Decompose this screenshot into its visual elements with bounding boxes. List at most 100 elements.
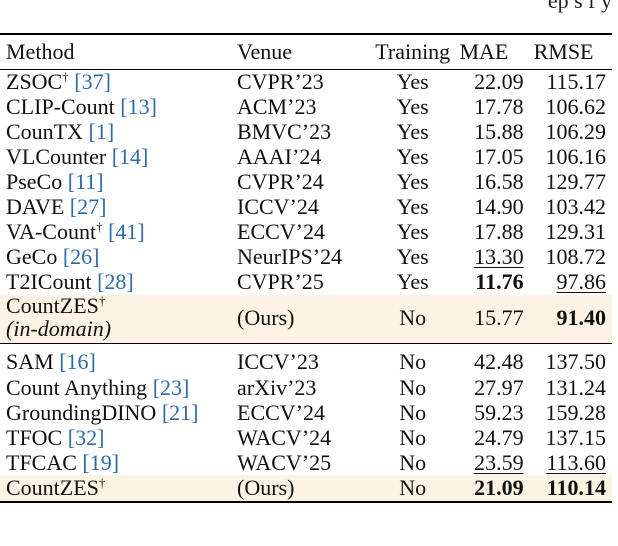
training-cell: No bbox=[399, 449, 427, 475]
rmse-cell: 106.16 bbox=[545, 144, 607, 169]
method-cell: VLCounter [14] bbox=[0, 145, 237, 170]
method-name: CLIP-Count bbox=[6, 94, 115, 119]
training-cell: No bbox=[399, 424, 427, 450]
rmse-cell: 91.40 bbox=[531, 294, 612, 343]
citation-link[interactable]: [37] bbox=[74, 69, 111, 95]
rmse-cell: 159.28 bbox=[545, 399, 607, 425]
method-name: VA-Count bbox=[6, 219, 97, 244]
mae-cell: 11.76 bbox=[459, 270, 531, 295]
rmse-cell: 113.60 bbox=[532, 450, 612, 475]
mae-cell: 59.23 bbox=[474, 399, 524, 425]
best-value: 11.76 bbox=[475, 269, 524, 294]
venue-cell: CVPR’24 bbox=[237, 169, 324, 194]
table-row: Count Anything [23] arXiv’23 No 27.97 13… bbox=[0, 375, 612, 400]
results-table: Method Venue Training MAE RMSE ZSOC† [37… bbox=[0, 33, 612, 503]
table-row: VLCounter [14] AAAI’24 Yes 17.05 106.16 bbox=[0, 145, 612, 170]
method-name: CountZES bbox=[6, 293, 99, 318]
method-name: Count Anything bbox=[6, 374, 148, 400]
method-cell: CountZES† (in-domain) bbox=[0, 293, 237, 343]
method-name: CounTX bbox=[6, 119, 83, 144]
method-cell: SAM [16] bbox=[0, 342, 237, 375]
dagger-mark: † bbox=[96, 219, 103, 234]
mae-cell: 17.88 bbox=[474, 219, 524, 244]
header-rmse: RMSE bbox=[531, 33, 612, 70]
venue-cell: NeurIPS’24 bbox=[237, 244, 343, 269]
method-cell: PseCo [11] bbox=[0, 170, 237, 195]
rmse-cell: 106.62 bbox=[545, 94, 607, 119]
header-method: Method bbox=[0, 33, 237, 70]
method-cell: GroundingDINO [21] bbox=[0, 400, 237, 425]
citation-link[interactable]: [27] bbox=[69, 194, 107, 219]
method-cell: Count Anything [23] bbox=[0, 375, 237, 400]
venue-cell: ACM’23 bbox=[237, 94, 317, 119]
training-cell: Yes bbox=[396, 144, 429, 169]
venue-cell: BMVC’23 bbox=[237, 119, 332, 144]
training-cell: No bbox=[365, 294, 460, 343]
citation-link[interactable]: [23] bbox=[152, 374, 190, 400]
table-row: TFCAC [19] WACV’25 No 23.59 113.60 bbox=[0, 450, 612, 475]
dagger-mark: † bbox=[98, 475, 106, 490]
best-value: 21.09 bbox=[474, 475, 524, 500]
citation-link[interactable]: [21] bbox=[161, 399, 199, 425]
dagger-mark: † bbox=[62, 69, 69, 85]
citation-link[interactable]: [11] bbox=[67, 169, 104, 194]
citation-link[interactable]: [13] bbox=[120, 94, 157, 119]
citation-link[interactable]: [14] bbox=[111, 144, 149, 169]
training-cell: Yes bbox=[396, 69, 429, 95]
table-row-ours-in-domain: CountZES† (in-domain) (Ours) No 15.77 91.… bbox=[0, 293, 612, 343]
citation-link[interactable]: [16] bbox=[59, 349, 96, 375]
training-cell: No bbox=[365, 475, 460, 503]
citation-link[interactable]: [32] bbox=[67, 424, 105, 450]
header-mae: MAE bbox=[459, 33, 532, 70]
best-value: 91.40 bbox=[556, 304, 607, 330]
venue-cell: ECCV’24 bbox=[237, 399, 325, 425]
best-value: 110.14 bbox=[546, 475, 606, 500]
venue-cell: ICCV’24 bbox=[237, 194, 319, 219]
venue-cell: CVPR’23 bbox=[237, 69, 324, 95]
method-cell: VA-Count† [41] bbox=[0, 220, 237, 245]
table-row: PseCo [11] CVPR’24 Yes 16.58 129.77 bbox=[0, 170, 612, 195]
method-cell: DAVE [27] bbox=[0, 195, 237, 220]
mae-cell: 17.78 bbox=[474, 94, 524, 119]
rmse-cell: 129.77 bbox=[545, 169, 607, 194]
method-subtitle: (in-domain) bbox=[6, 316, 112, 341]
second-best-value: 23.59 bbox=[474, 449, 524, 475]
citation-link[interactable]: [1] bbox=[88, 119, 115, 144]
table-row: TFOC [32] WACV’24 No 24.79 137.15 bbox=[0, 425, 612, 450]
table-row: GeCo [26] NeurIPS’24 Yes 13.30 108.72 bbox=[0, 245, 612, 270]
method-cell: CLIP-Count [13] bbox=[0, 95, 237, 120]
citation-link[interactable]: [41] bbox=[108, 219, 145, 244]
second-best-value: 113.60 bbox=[546, 449, 606, 475]
table-row: VA-Count† [41] ECCV’24 Yes 17.88 129.31 bbox=[0, 220, 612, 245]
venue-cell: (Ours) bbox=[237, 475, 366, 503]
citation-link[interactable]: [28] bbox=[97, 269, 134, 294]
method-name: T2ICount bbox=[6, 269, 92, 294]
method-cell: T2ICount [28] bbox=[0, 270, 237, 295]
second-best-value: 97.86 bbox=[556, 269, 607, 294]
table-row: T2ICount [28] CVPR’25 Yes 11.76 97.86 bbox=[0, 270, 612, 295]
rmse-cell: 106.29 bbox=[545, 119, 607, 144]
method-cell: TFOC [32] bbox=[0, 425, 237, 450]
header-training: Training bbox=[365, 33, 460, 70]
table-row: CounTX [1] BMVC’23 Yes 15.88 106.29 bbox=[0, 120, 612, 145]
training-cell: Yes bbox=[396, 244, 429, 269]
header-venue: Venue bbox=[237, 33, 366, 70]
method-name: GroundingDINO bbox=[6, 399, 157, 425]
venue-cell: (Ours) bbox=[237, 294, 366, 343]
method-cell: CountZES† bbox=[0, 475, 237, 503]
training-cell: No bbox=[399, 399, 427, 425]
method-name: DAVE bbox=[6, 194, 65, 219]
citation-link[interactable]: [26] bbox=[62, 244, 100, 269]
citation-link[interactable]: [19] bbox=[82, 449, 120, 475]
method-name: TFOC bbox=[6, 424, 63, 450]
training-cell: Yes bbox=[396, 119, 429, 144]
training-cell: Yes bbox=[396, 194, 429, 219]
rmse-cell: 137.15 bbox=[545, 424, 607, 450]
training-cell: No bbox=[399, 374, 427, 400]
mae-cell: 22.09 bbox=[474, 69, 524, 95]
method-cell: GeCo [26] bbox=[0, 245, 237, 270]
training-cell: Yes bbox=[396, 269, 429, 294]
venue-cell: WACV’25 bbox=[237, 449, 332, 475]
venue-cell: ICCV’23 bbox=[237, 342, 366, 375]
mae-cell: 15.77 bbox=[459, 294, 532, 343]
